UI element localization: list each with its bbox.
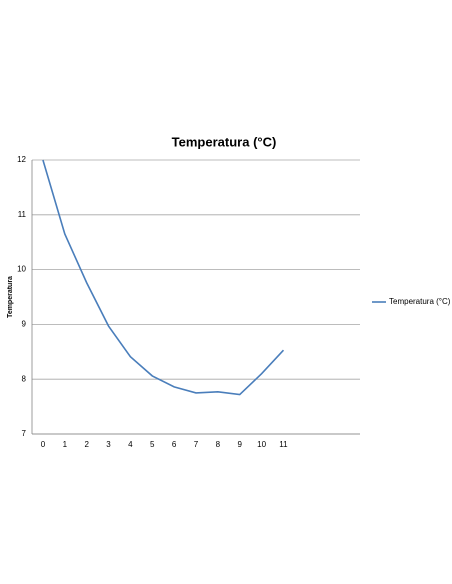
x-tick-label: 4 <box>128 440 133 449</box>
y-tick-label: 8 <box>22 374 27 383</box>
x-tick-label: 6 <box>172 440 177 449</box>
y-axis-title: Temperatura <box>7 276 14 318</box>
x-tick-label: 9 <box>238 440 243 449</box>
x-tick-label: 1 <box>63 440 68 449</box>
x-tick-label: 10 <box>257 440 266 449</box>
chart-title: Temperatura (°C) <box>172 134 277 149</box>
x-tick-label: 0 <box>41 440 46 449</box>
y-tick-label: 12 <box>17 155 26 164</box>
x-tick-label: 5 <box>150 440 155 449</box>
x-tick-label: 7 <box>194 440 199 449</box>
y-tick-label: 10 <box>17 265 26 274</box>
line-series <box>42 159 285 396</box>
x-tick-label: 3 <box>106 440 111 449</box>
y-tick-label: 7 <box>22 429 27 438</box>
x-tick-label: 11 <box>279 440 288 449</box>
y-tick-label: 11 <box>18 210 27 219</box>
x-tick-label: 2 <box>84 440 89 449</box>
y-tick-label: 9 <box>22 320 27 329</box>
x-tick-label: 8 <box>216 440 221 449</box>
legend-label: Temperatura (°C) <box>389 297 451 306</box>
